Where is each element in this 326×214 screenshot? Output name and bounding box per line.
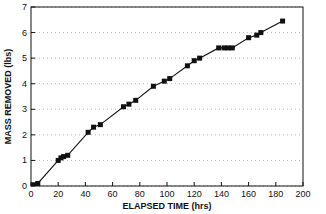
- y-tick-label: 4: [22, 79, 27, 89]
- plot-frame: [31, 7, 303, 186]
- data-point: [162, 79, 167, 84]
- data-point: [258, 30, 263, 35]
- x-tick-label: 180: [268, 189, 283, 199]
- data-point: [65, 153, 70, 158]
- y-tick-label: 3: [22, 104, 27, 114]
- data-point: [133, 98, 138, 103]
- y-tick-label: 1: [22, 155, 27, 165]
- y-tick: [31, 160, 35, 161]
- data-point: [230, 45, 235, 50]
- x-tick: [194, 182, 195, 186]
- data-point: [151, 84, 156, 89]
- data-point: [126, 102, 131, 107]
- data-point: [167, 76, 172, 81]
- x-tick-label: 80: [135, 189, 145, 199]
- data-point: [280, 19, 285, 24]
- y-axis-label: MASS REMOVED (lbs): [3, 49, 13, 145]
- x-tick-label: 140: [214, 189, 229, 199]
- data-point: [121, 104, 126, 109]
- data-point: [216, 45, 221, 50]
- x-tick-label: 40: [80, 189, 90, 199]
- grid-line: [31, 160, 303, 161]
- y-tick: [31, 109, 35, 110]
- x-tick: [167, 182, 168, 186]
- x-tick: [248, 182, 249, 186]
- data-point: [91, 125, 96, 130]
- data-point: [35, 181, 40, 186]
- plot-data: [31, 19, 285, 186]
- x-tick: [112, 182, 113, 186]
- y-tick-label: 0: [22, 181, 27, 191]
- x-tick: [221, 182, 222, 186]
- data-point: [185, 63, 190, 68]
- chart: 0 20 40 60 80 100 120 140 160 180 200 0 1 2 3 4 5 6 7 ELAPS…: [0, 0, 326, 214]
- data-point: [197, 56, 202, 61]
- y-tick-label: 6: [22, 28, 27, 38]
- grid-line: [31, 134, 303, 135]
- y-tick-label: 5: [22, 53, 27, 63]
- x-axis-label: ELAPSED TIME (hrs): [122, 201, 211, 211]
- x-tick-label: 0: [28, 189, 33, 199]
- x-tick-label: 200: [295, 189, 310, 199]
- grid-line: [31, 83, 303, 84]
- x-tick: [275, 182, 276, 186]
- x-tick: [139, 182, 140, 186]
- x-tick: [58, 182, 59, 186]
- x-tick-label: 20: [53, 189, 63, 199]
- data-point: [86, 130, 91, 135]
- data-point: [192, 58, 197, 63]
- y-tick: [31, 83, 35, 84]
- grid-line: [31, 58, 303, 59]
- data-point: [98, 122, 103, 127]
- grid-line: [31, 109, 303, 110]
- x-tick: [85, 182, 86, 186]
- x-tick-label: 120: [187, 189, 202, 199]
- y-tick-label: 7: [22, 2, 27, 12]
- data-point: [246, 35, 251, 40]
- y-tick: [31, 58, 35, 59]
- y-tick: [31, 32, 35, 33]
- y-tick: [31, 134, 35, 135]
- y-tick: [31, 7, 35, 8]
- x-tick: [303, 182, 304, 186]
- x-tick-label: 160: [241, 189, 256, 199]
- x-tick-label: 100: [159, 189, 174, 199]
- series-line: [31, 21, 283, 186]
- y-tick-label: 2: [22, 130, 27, 140]
- x-tick-label: 60: [108, 189, 118, 199]
